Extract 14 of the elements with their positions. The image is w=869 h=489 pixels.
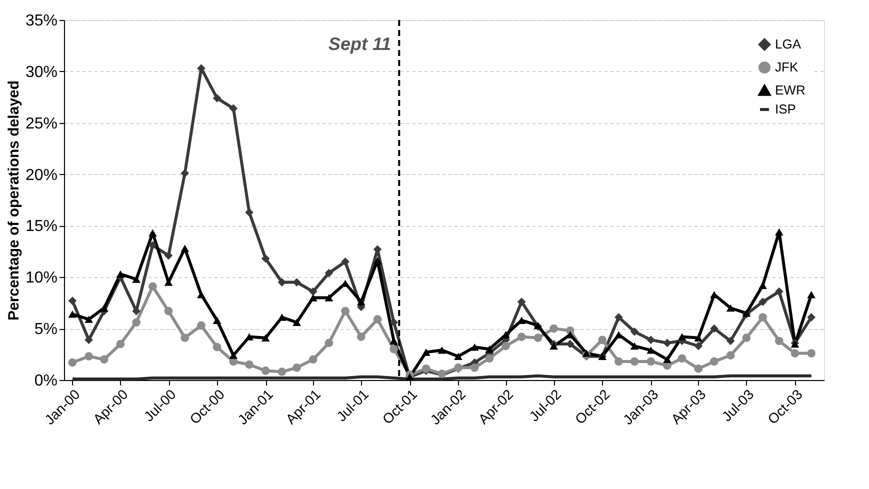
y-tick-label: 0% [34,372,58,390]
y-tick-label: 5% [34,321,58,338]
y-axis-title: Percentage of operations delayed [5,80,22,321]
ref-line-label: Sept 11 [328,34,392,54]
y-tick-label: 20% [25,166,58,184]
legend-label: ISP [775,102,796,116]
y-tick-label: 15% [25,218,58,236]
y-tick-label: 35% [25,12,58,30]
y-tick-label: 30% [25,64,58,81]
legend-label: LGA [775,36,802,52]
legend-label: EWR [775,82,806,98]
y-tick-label: 25% [25,115,58,132]
y-tick-label: 10% [25,270,58,287]
legend-label: JFK [775,60,798,74]
